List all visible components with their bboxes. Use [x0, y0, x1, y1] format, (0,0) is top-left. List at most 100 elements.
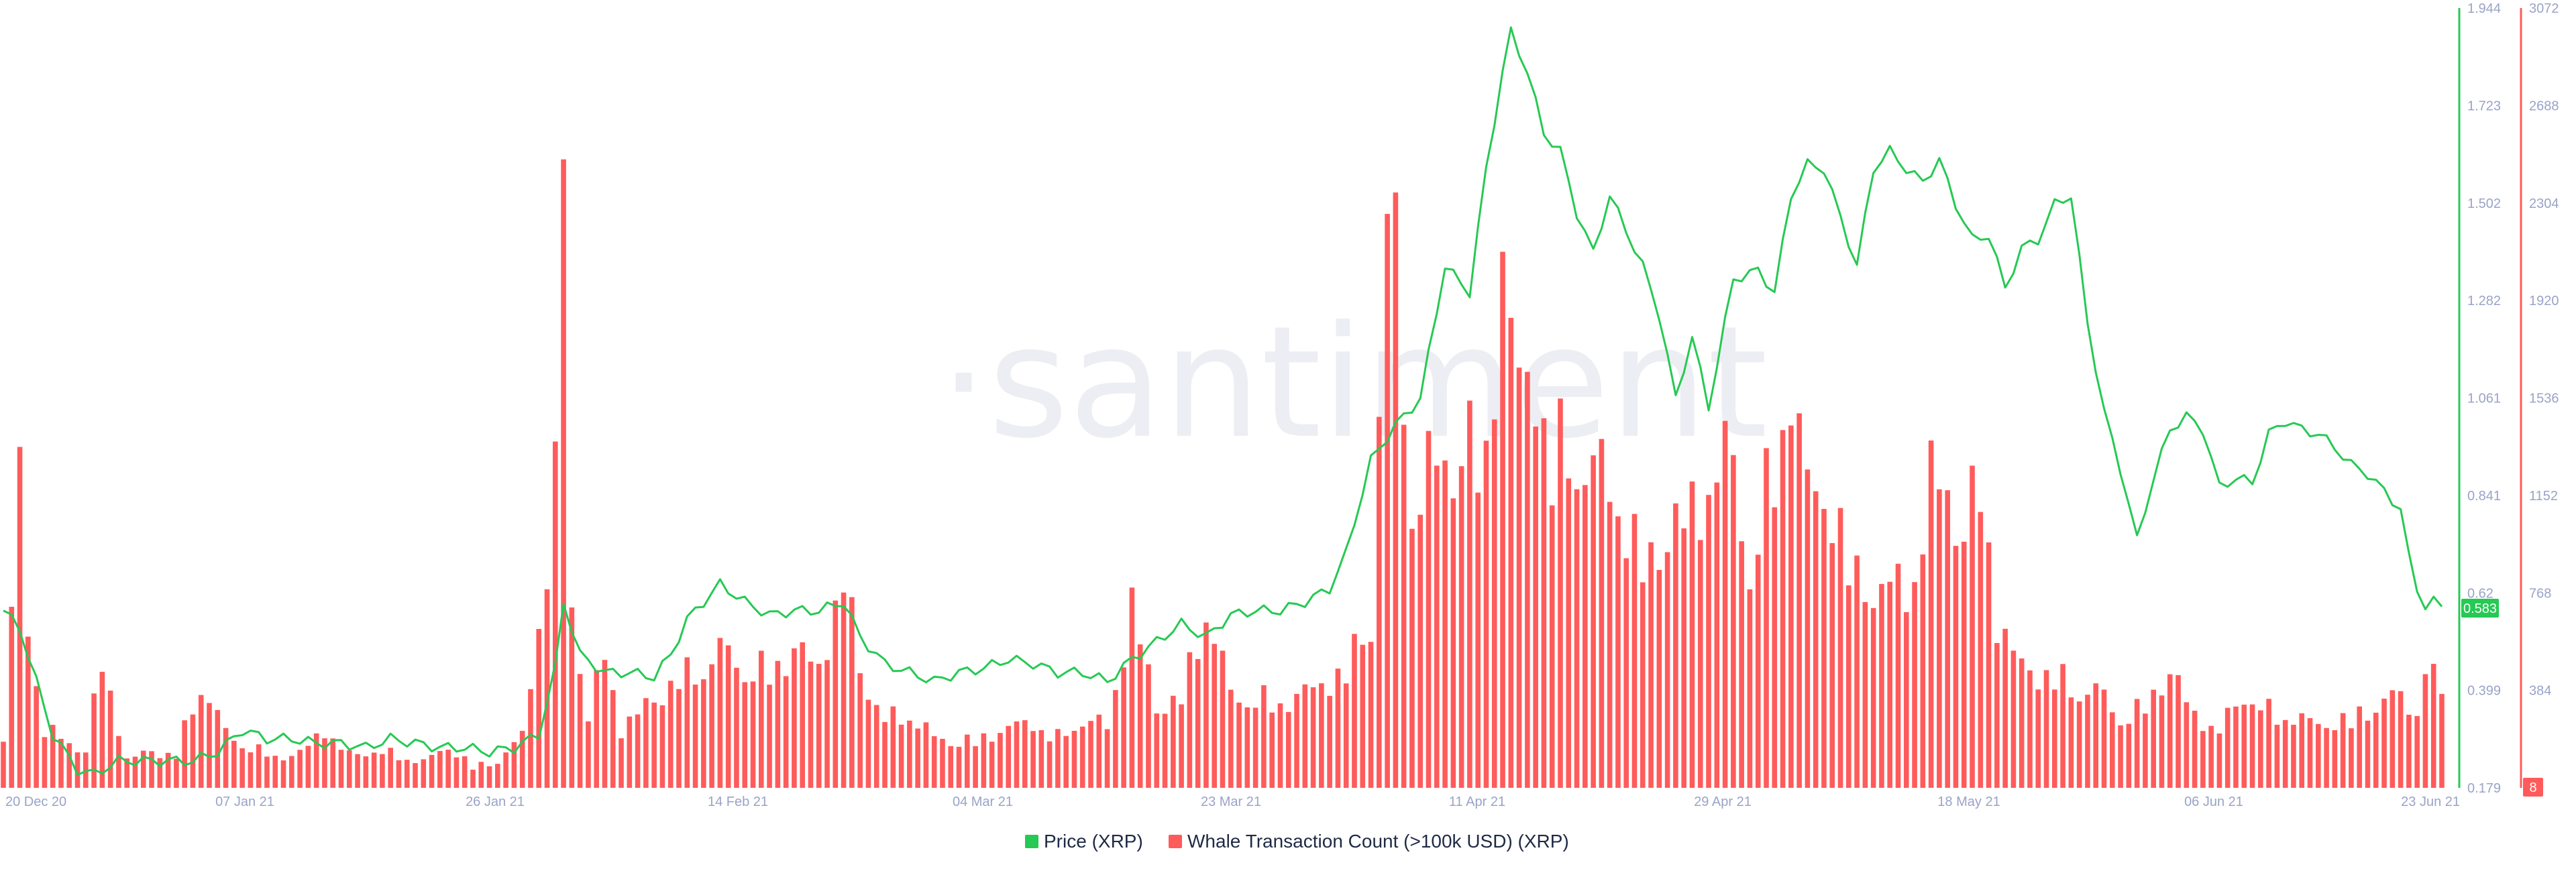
whale-count-bar — [1285, 711, 1291, 788]
whale-count-bar — [437, 751, 443, 788]
whale-count-bar — [1096, 714, 1102, 788]
legend-item-price[interactable]: Price (XRP) — [1025, 831, 1143, 852]
whale-count-bar — [1071, 730, 1077, 788]
whale-count-bar — [338, 750, 344, 788]
whale-count-bar — [1022, 720, 1028, 788]
whale-count-legend-swatch — [1169, 835, 1182, 848]
whale-count-bar — [1113, 690, 1118, 788]
whale-count-bar — [1417, 514, 1424, 788]
whale-count-bar — [2266, 699, 2271, 788]
whale-count-bar — [363, 756, 369, 788]
whale-count-bar — [289, 756, 294, 788]
whale-count-bar — [478, 762, 484, 788]
whale-count-bar — [602, 660, 608, 788]
whale-count-bar — [1994, 642, 2000, 788]
whale-count-bar — [330, 738, 336, 788]
count-axis-tick-label: 1152 — [2529, 489, 2558, 504]
whale-count-bar — [1302, 684, 1308, 788]
whale-count-bar — [1212, 644, 1218, 788]
whale-count-bar — [207, 703, 212, 788]
legend: Price (XRP) Whale Transaction Count (>10… — [1025, 831, 1569, 852]
whale-count-bar — [1961, 541, 1967, 788]
whale-count-bar — [1937, 489, 1942, 788]
whale-count-bar — [552, 441, 558, 788]
whale-count-bar — [2143, 713, 2148, 788]
whale-count-bar — [2134, 699, 2140, 788]
whale-count-bar — [1755, 555, 1761, 788]
whale-count-bar — [1146, 664, 1151, 788]
count-axis-tick-label: 768 — [2529, 586, 2551, 601]
whale-count-bar — [1631, 514, 1638, 788]
right-axes: 0.179 0.399 0.62 0.841 1.061 1.282 1.502 1.723 1… — [2458, 1, 2559, 796]
whale-count-bar — [1, 742, 6, 788]
whale-count-bar — [2398, 691, 2404, 788]
whale-count-bar — [2233, 706, 2239, 788]
whale-count-bar — [2167, 674, 2173, 788]
x-axis-tick-label: 07 Jan 21 — [215, 795, 274, 809]
whale-count-bar — [1928, 441, 1934, 788]
x-axis-tick-label: 29 Apr 21 — [1694, 795, 1752, 809]
whale-count-bar — [2291, 724, 2296, 788]
whale-count-bar — [2035, 689, 2041, 788]
whale-count-bar — [371, 752, 377, 788]
whale-count-bar — [627, 716, 633, 788]
whale-count-bar — [1063, 736, 1069, 788]
whale-count-bar — [1582, 485, 1588, 788]
whale-count-bar — [1508, 318, 1514, 788]
whale-count-bar — [684, 657, 690, 788]
whale-count-legend-label: Whale Transaction Count (>100k USD) (XRP… — [1187, 831, 1569, 852]
whale-count-bar — [833, 600, 839, 788]
whale-count-bar — [956, 746, 962, 788]
whale-count-bar — [692, 685, 698, 788]
whale-count-bar — [783, 676, 789, 788]
whale-count-bar — [1558, 398, 1563, 788]
whale-count-bar — [1879, 583, 1884, 788]
count-axis-tick-label: 3072 — [2529, 1, 2559, 16]
whale-count-bar — [1525, 371, 1530, 788]
whale-count-bar — [297, 750, 303, 788]
whale-count-bar — [2249, 704, 2255, 788]
whale-count-bar — [800, 642, 805, 788]
whale-count-bar — [1846, 585, 1851, 788]
whale-count-bar — [767, 685, 772, 788]
whale-count-bar — [948, 746, 954, 788]
whale-count-bar — [404, 760, 410, 788]
whale-count-bar — [973, 746, 978, 788]
whale-count-bar — [1912, 582, 1917, 788]
whale-count-bar — [1377, 416, 1382, 788]
whale-count-bar — [1681, 528, 1687, 788]
whale-count-bar — [742, 682, 748, 788]
whale-count-bar — [594, 670, 599, 788]
whale-count-bar — [1458, 466, 1464, 788]
whale-count-bar — [1591, 455, 1596, 788]
whale-count-bar — [1261, 685, 1267, 788]
whale-count-bar — [1277, 703, 1283, 788]
whale-count-bar — [519, 731, 525, 788]
whale-count-bar — [981, 733, 987, 788]
whale-count-bar — [890, 706, 896, 788]
whale-count-bar — [1055, 729, 1061, 788]
whale-count-bar — [1319, 683, 1324, 788]
whale-count-bar — [1252, 707, 1258, 788]
legend-item-whale-count[interactable]: Whale Transaction Count (>100k USD) (XRP… — [1169, 831, 1569, 852]
whale-count-bar — [898, 724, 904, 788]
price-layer — [3, 26, 2443, 776]
bars-layer — [1, 159, 2445, 789]
whale-count-bar — [1516, 367, 1522, 788]
whale-count-bar — [2109, 712, 2115, 788]
whale-count-bar — [165, 752, 171, 788]
whale-count-bar — [2439, 693, 2445, 788]
whale-count-bar — [2184, 702, 2190, 788]
price-badge-bg — [2461, 599, 2499, 618]
whale-count-bar — [1813, 491, 1819, 788]
whale-count-bar — [2324, 727, 2329, 788]
whale-count-bar — [190, 714, 196, 788]
whale-count-bar — [429, 754, 435, 788]
whale-count-bar — [1483, 441, 1489, 788]
whale-count-bar — [725, 645, 731, 788]
whale-count-bar — [2307, 718, 2313, 788]
whale-count-bar — [149, 751, 154, 788]
whale-count-bar — [34, 686, 39, 788]
whale-count-bar — [1862, 601, 1868, 788]
